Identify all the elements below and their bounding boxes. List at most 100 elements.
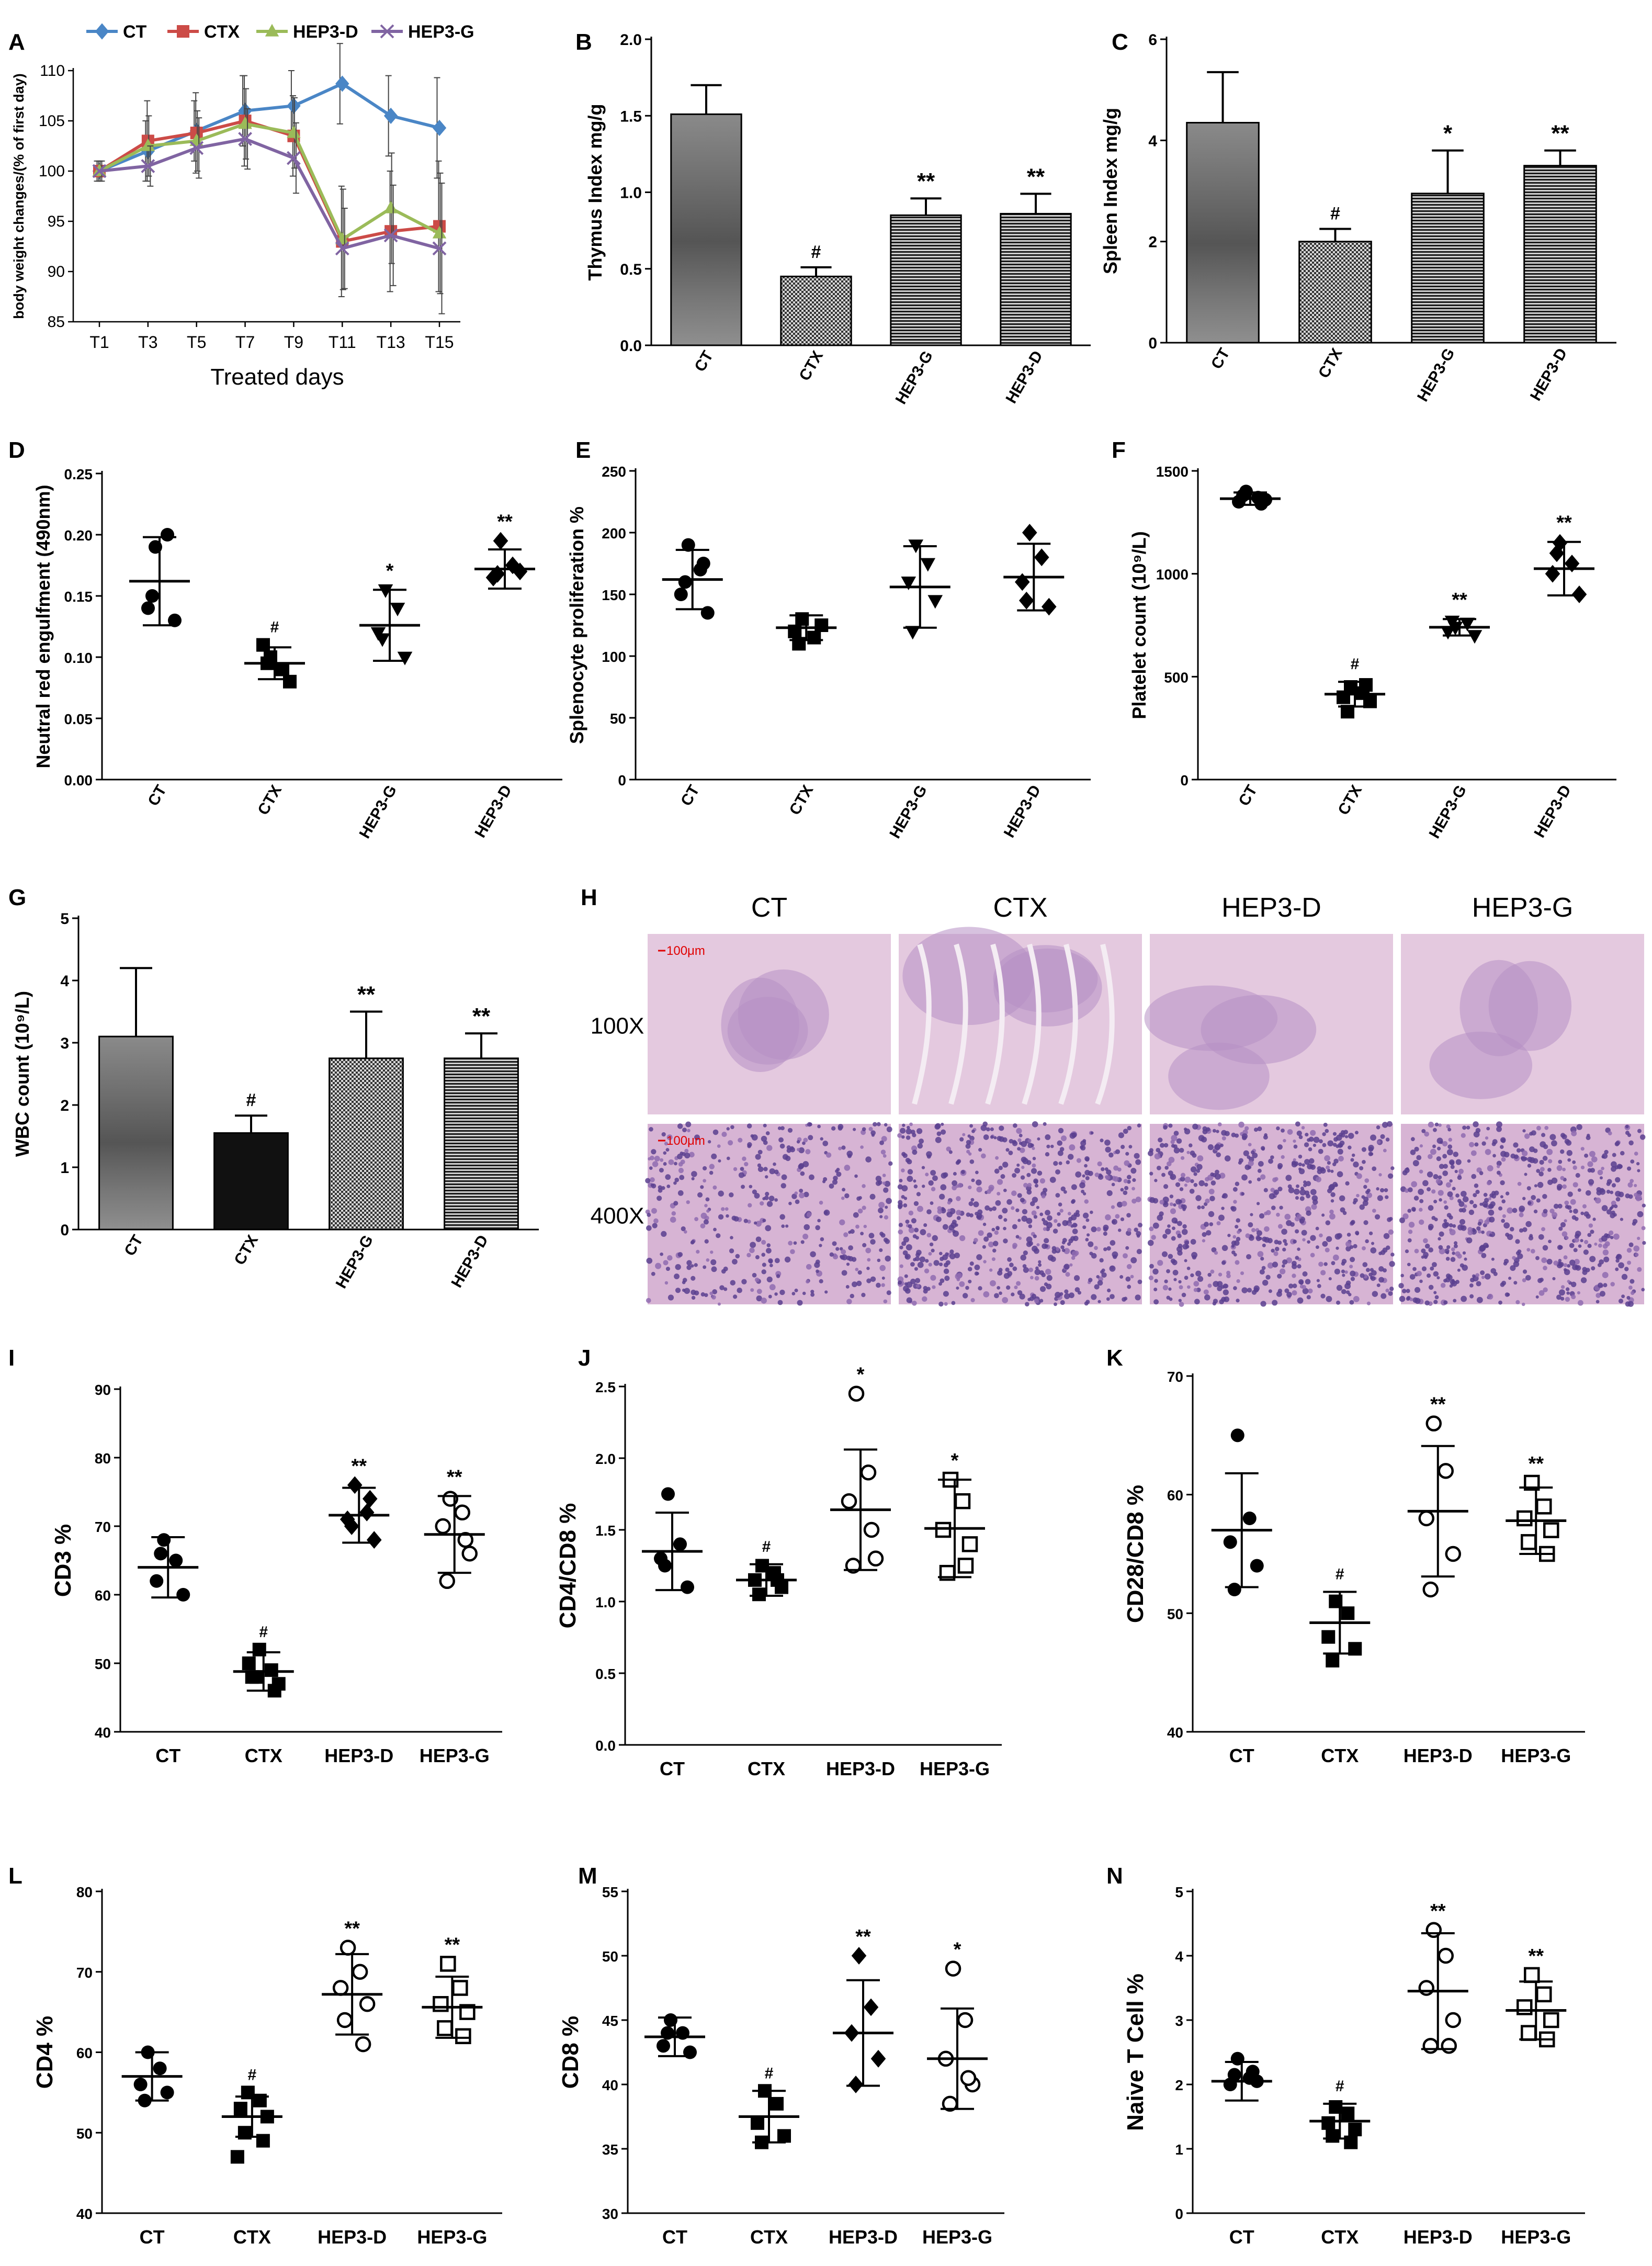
nucleus xyxy=(990,1127,994,1131)
nucleus xyxy=(1430,1266,1434,1271)
nucleus xyxy=(959,1235,966,1242)
nucleus xyxy=(1231,1250,1236,1255)
nucleus xyxy=(1611,1161,1617,1168)
nucleus xyxy=(1457,1268,1461,1272)
nucleus xyxy=(1574,1259,1580,1265)
nucleus xyxy=(774,1169,779,1175)
nucleus xyxy=(1515,1251,1520,1256)
nucleus xyxy=(1295,1196,1299,1200)
panel-letter-b: B xyxy=(575,29,592,55)
nucleus xyxy=(1034,1183,1038,1188)
nucleus xyxy=(1481,1253,1487,1258)
y-tick-label: 40 xyxy=(95,1724,111,1741)
nucleus xyxy=(1071,1184,1077,1190)
nucleus xyxy=(1306,1210,1311,1216)
y-axis-label: CD28/CD8 % xyxy=(1123,1485,1148,1623)
nucleus xyxy=(650,1183,654,1187)
nucleus xyxy=(1569,1243,1575,1248)
nucleus xyxy=(898,1229,903,1235)
data-point xyxy=(455,2028,471,2044)
nucleus xyxy=(1238,1121,1244,1128)
bar xyxy=(213,1132,289,1231)
y-tick-label: 90 xyxy=(48,263,65,280)
nucleus xyxy=(1026,1189,1032,1195)
nucleus xyxy=(1017,1138,1022,1142)
data-point xyxy=(359,1996,376,2012)
nucleus xyxy=(1447,1275,1453,1280)
data-point xyxy=(814,618,829,632)
nucleus xyxy=(1111,1182,1115,1187)
nucleus xyxy=(1053,1228,1058,1234)
group-hep3-d: ** xyxy=(833,1926,893,2093)
significance-mark: # xyxy=(1351,656,1360,673)
group-ctx: # xyxy=(1325,656,1385,719)
nucleus xyxy=(1034,1179,1038,1184)
nucleus xyxy=(1282,1259,1288,1265)
nucleus xyxy=(651,1208,657,1214)
nucleus xyxy=(684,1288,691,1294)
nucleus xyxy=(1484,1198,1489,1203)
nucleus xyxy=(1524,1133,1530,1139)
nucleus xyxy=(962,1133,966,1136)
nucleus xyxy=(1265,1210,1271,1215)
nucleus xyxy=(1477,1222,1482,1226)
nucleus xyxy=(1108,1152,1114,1158)
significance-mark: ** xyxy=(917,168,935,194)
nucleus xyxy=(1120,1188,1124,1192)
nucleus xyxy=(1353,1296,1360,1302)
nucleus xyxy=(797,1300,803,1306)
nucleus xyxy=(1381,1293,1387,1299)
data-point xyxy=(681,1580,694,1594)
data-point xyxy=(657,2039,670,2053)
nucleus xyxy=(810,1292,815,1297)
nucleus xyxy=(1197,1205,1201,1210)
nucleus xyxy=(1277,1273,1282,1279)
nucleus xyxy=(1370,1247,1377,1254)
bar xyxy=(1000,212,1072,346)
nucleus xyxy=(1120,1217,1125,1222)
nucleus xyxy=(983,1291,990,1298)
nucleus xyxy=(1303,1180,1307,1184)
nucleus xyxy=(995,1156,999,1160)
x-axis-label: Treated days xyxy=(210,364,344,390)
nucleus xyxy=(766,1243,771,1247)
nucleus xyxy=(939,1262,943,1267)
nucleus xyxy=(992,1241,999,1247)
nucleus xyxy=(1503,1222,1510,1229)
bar xyxy=(890,214,962,346)
nucleus xyxy=(1194,1299,1200,1305)
nucleus xyxy=(936,1216,942,1222)
nucleus xyxy=(1049,1177,1056,1183)
nucleus xyxy=(1603,1283,1608,1288)
nucleus xyxy=(1587,1161,1593,1167)
nucleus xyxy=(1556,1294,1562,1300)
nucleus xyxy=(1057,1223,1061,1227)
nucleus xyxy=(1450,1257,1456,1262)
nucleus xyxy=(1032,1157,1036,1160)
x-tick-label: CTX xyxy=(233,2226,271,2248)
nucleus xyxy=(1071,1132,1077,1138)
group-hep3-g xyxy=(889,539,951,640)
nucleus xyxy=(1332,1181,1338,1187)
nucleus xyxy=(1411,1181,1418,1188)
nucleus xyxy=(1424,1300,1430,1305)
nucleus xyxy=(850,1293,854,1299)
significance-mark: ** xyxy=(1027,164,1045,189)
nucleus xyxy=(1413,1196,1419,1201)
nucleus xyxy=(1080,1140,1087,1146)
data-point xyxy=(1459,617,1475,632)
nucleus xyxy=(1218,1272,1223,1277)
nucleus xyxy=(1402,1213,1409,1220)
nucleus xyxy=(1081,1189,1085,1193)
nucleus xyxy=(1616,1254,1622,1260)
nucleus xyxy=(1551,1140,1557,1147)
nucleus xyxy=(1148,1275,1153,1280)
nucleus xyxy=(952,1180,958,1186)
x-tick-label: HEP3-G xyxy=(420,1745,490,1766)
nucleus xyxy=(1293,1188,1300,1195)
nucleus xyxy=(1019,1293,1025,1300)
nucleus xyxy=(1572,1182,1578,1188)
nucleus xyxy=(1384,1188,1388,1192)
nucleus xyxy=(1111,1205,1115,1209)
